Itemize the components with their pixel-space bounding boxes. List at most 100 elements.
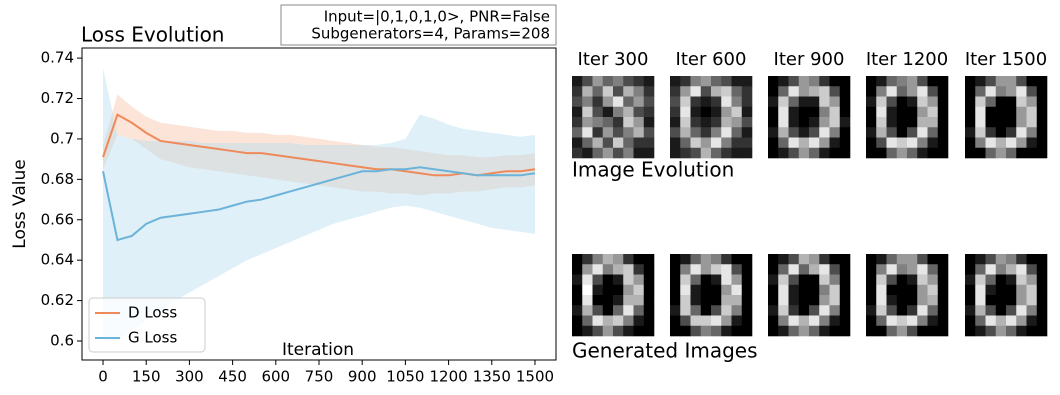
pixel: [788, 325, 800, 337]
pixel: [592, 127, 604, 138]
pixel: [623, 86, 634, 97]
pixel: [809, 305, 820, 316]
pixel: [866, 106, 877, 118]
pixel: [886, 86, 898, 97]
pixel: [1036, 76, 1048, 87]
pixel: [975, 264, 986, 275]
pixel: [741, 254, 753, 265]
pixel: [633, 254, 645, 265]
pixel: [829, 315, 841, 327]
pixel: [995, 274, 1007, 286]
pixel: [768, 96, 779, 108]
pixel: [975, 86, 986, 97]
y-tick-label: 0.74: [41, 49, 74, 67]
pixel: [798, 315, 810, 327]
pixel: [700, 117, 712, 128]
pixel: [975, 295, 986, 306]
pixel: [592, 86, 604, 97]
pixel: [1036, 117, 1048, 128]
pixel: [965, 295, 976, 306]
pixel: [1036, 254, 1048, 265]
y-tick-label: 0.66: [41, 210, 74, 228]
pixel: [623, 295, 634, 306]
pixel: [819, 137, 830, 149]
pixel: [613, 137, 624, 149]
pixel: [866, 96, 877, 108]
pixel: [985, 117, 997, 128]
pixel: [985, 305, 997, 316]
pixel: [965, 96, 976, 108]
pixel: [866, 264, 877, 275]
pixel: [1016, 137, 1027, 149]
pixel: [866, 284, 877, 296]
pixel: [896, 96, 908, 108]
pixel: [1006, 137, 1017, 149]
pixel: [937, 117, 949, 128]
pixel: [839, 274, 851, 286]
pixel: [670, 305, 681, 316]
pixel: [896, 137, 908, 149]
pixel: [995, 315, 1007, 327]
pixel: [690, 106, 702, 118]
pixel: [937, 86, 949, 97]
pixel: [965, 127, 976, 138]
pixel: [866, 305, 877, 316]
pixel: [1036, 295, 1048, 306]
pixel: [768, 127, 779, 138]
pixel: [613, 295, 624, 306]
pixel: [778, 315, 789, 327]
pixel: [809, 127, 820, 138]
pixel: [643, 76, 655, 87]
pixel: [917, 315, 928, 327]
pixel: [995, 106, 1007, 118]
pixel: [670, 254, 681, 265]
pixel: [613, 264, 624, 275]
pixel: [768, 147, 779, 159]
pixel: [798, 264, 810, 275]
pixel: [778, 264, 789, 275]
pixel: [721, 274, 732, 286]
pixel: [907, 147, 918, 159]
pixel: [633, 76, 645, 87]
pixel: [937, 274, 949, 286]
pixel: [798, 274, 810, 286]
pixel: [1006, 117, 1017, 128]
pixel: [633, 264, 645, 275]
pixel: [995, 117, 1007, 128]
pixel: [896, 76, 908, 87]
pixel: [768, 137, 779, 149]
pixel: [613, 76, 624, 87]
pixel: [907, 284, 918, 296]
pixel: [731, 305, 743, 316]
pixel: [721, 117, 732, 128]
pixel: [613, 117, 624, 128]
pixel: [711, 147, 722, 159]
pixel: [876, 106, 887, 118]
pixel: [572, 147, 583, 159]
pixel: [572, 106, 583, 118]
pixel: [700, 305, 712, 316]
pixel: [680, 325, 691, 337]
pixel: [985, 284, 997, 296]
pixel: [741, 305, 753, 316]
pixel: [985, 295, 997, 306]
pixel: [927, 127, 939, 138]
pixel: [866, 147, 877, 159]
pixel: [592, 96, 604, 108]
y-tick-label: 0.6: [50, 332, 74, 350]
pixel: [572, 86, 583, 97]
pixel: [829, 96, 841, 108]
annotation: Subgenerators=4, Params=208: [311, 25, 550, 43]
pixel: [700, 127, 712, 138]
pixel: [1026, 264, 1038, 275]
pixel: [690, 254, 702, 265]
pixel: [1026, 117, 1038, 128]
pixel: [592, 264, 604, 275]
pixel: [839, 137, 851, 149]
pixel: [1016, 106, 1027, 118]
pixel: [731, 264, 743, 275]
pixel: [829, 137, 841, 149]
pixel: [809, 106, 820, 118]
pixel: [690, 264, 702, 275]
pixel: [975, 127, 986, 138]
